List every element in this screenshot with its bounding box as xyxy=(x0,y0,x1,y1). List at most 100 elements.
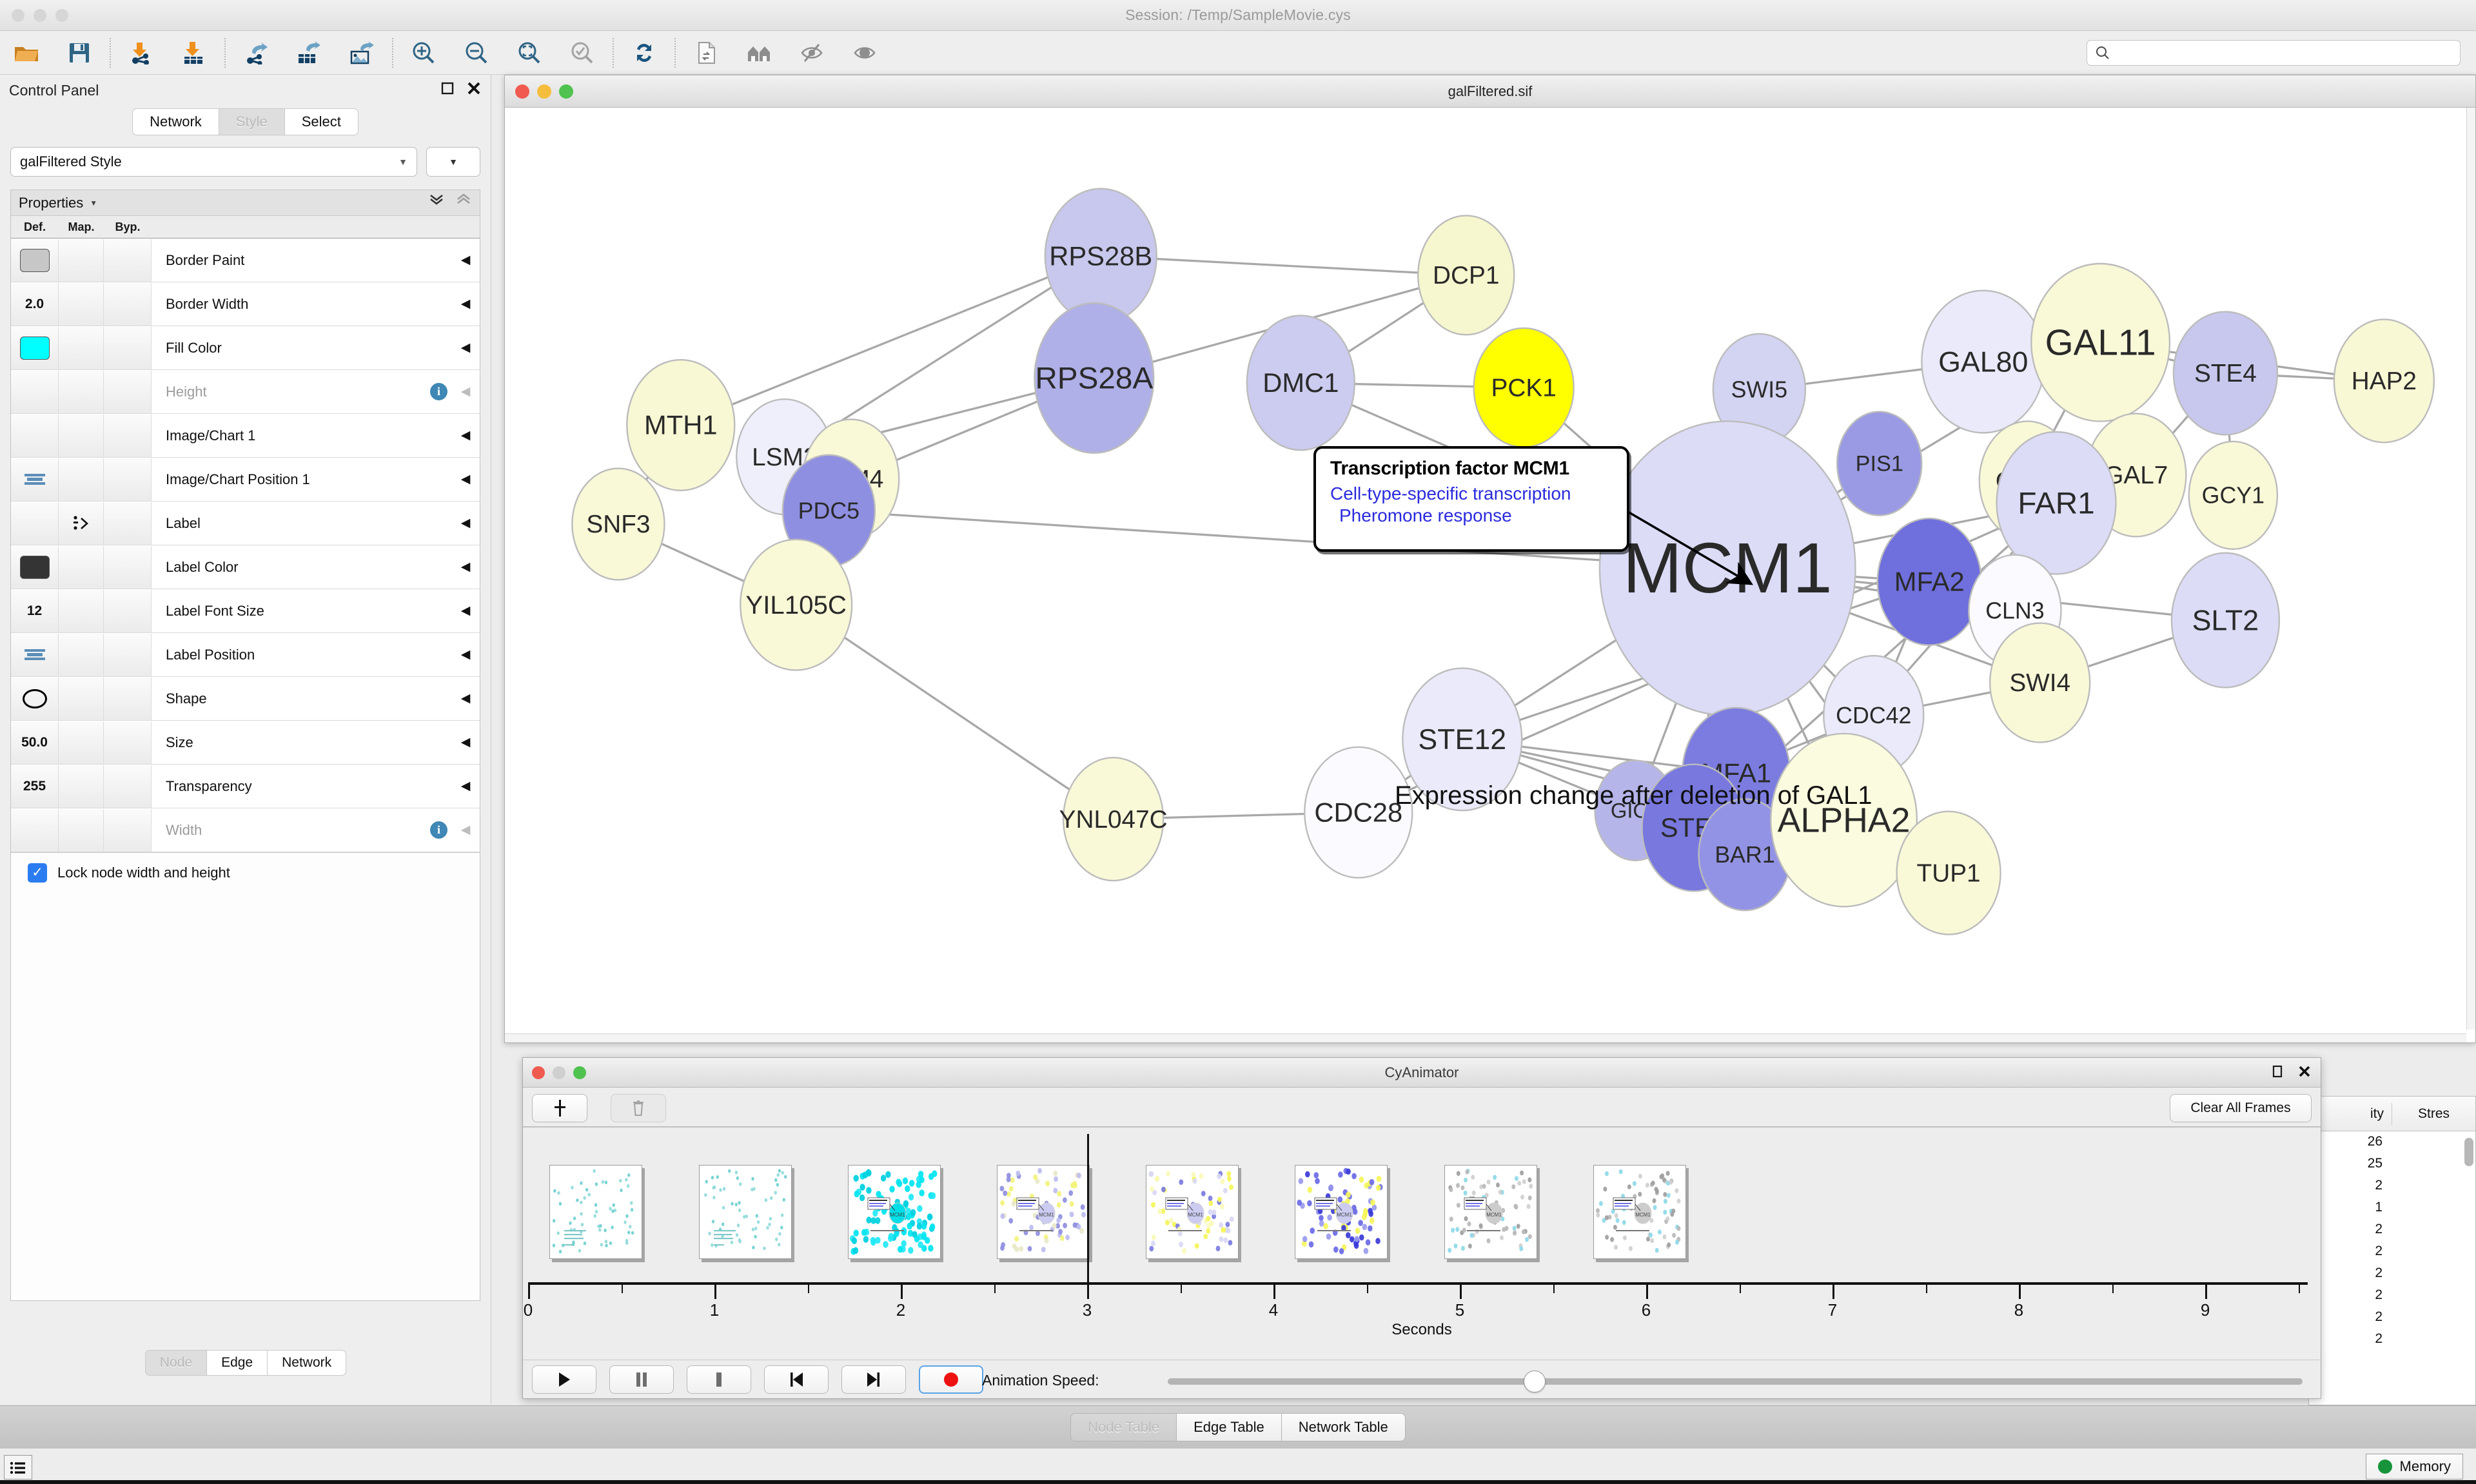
style-options-menu-button[interactable]: ▼ xyxy=(426,147,480,177)
network-node[interactable]: DMC1 xyxy=(1246,315,1355,451)
property-bypass-cell[interactable] xyxy=(104,370,152,413)
table-row[interactable]: 26 xyxy=(2309,1134,2475,1156)
network-node[interactable]: SNF3 xyxy=(571,467,665,581)
network-node[interactable]: STE4 xyxy=(2172,311,2279,436)
lock-checkbox[interactable]: ✓ xyxy=(28,863,47,883)
cp-tab-network[interactable]: Network xyxy=(268,1350,347,1376)
property-default-cell[interactable] xyxy=(11,545,59,589)
skip-end-button[interactable] xyxy=(841,1365,906,1394)
cp-tab-edge[interactable]: Edge xyxy=(207,1350,268,1376)
new-network-icon[interactable] xyxy=(680,33,732,73)
property-bypass-cell[interactable] xyxy=(104,414,152,457)
expand-property-arrow-icon[interactable]: ◀ xyxy=(460,736,471,749)
property-row[interactable]: Fill Color ◀ xyxy=(11,326,480,370)
property-mapping-cell[interactable] xyxy=(59,370,104,413)
network-node[interactable]: SWI4 xyxy=(1989,622,2091,743)
refresh-icon[interactable] xyxy=(618,33,671,73)
float-panel-icon[interactable] xyxy=(2272,1065,2284,1078)
network-node[interactable]: GCY1 xyxy=(2188,440,2279,550)
table-row[interactable]: 2 xyxy=(2309,1178,2475,1200)
property-mapping-cell[interactable] xyxy=(59,677,104,720)
property-default-cell[interactable]: 255 xyxy=(11,765,59,808)
tab-select[interactable]: Select xyxy=(284,108,359,135)
record-button[interactable] xyxy=(919,1365,983,1394)
property-mapping-cell[interactable] xyxy=(59,326,104,369)
expand-property-arrow-icon[interactable]: ◀ xyxy=(460,516,471,530)
timeline-playhead[interactable] xyxy=(1087,1134,1090,1284)
task-list-icon[interactable] xyxy=(4,1455,32,1479)
animation-frame[interactable]: MCM1 xyxy=(996,1165,1090,1259)
network-node[interactable]: RPS28A xyxy=(1034,302,1155,454)
property-bypass-cell[interactable] xyxy=(104,545,152,589)
network-node[interactable]: FAR1 xyxy=(1996,431,2117,575)
property-mapping-cell[interactable] xyxy=(59,239,104,282)
color-swatch[interactable] xyxy=(19,555,50,579)
expand-property-arrow-icon[interactable]: ◀ xyxy=(460,604,471,618)
property-default-cell[interactable] xyxy=(11,414,59,457)
cyanimator-timeline[interactable]: MCM1 MCM1 MCM1 MCM1 MCM1 MCM1 0 1 2 3 4 5 6 7 8 9 Seco… xyxy=(523,1128,2321,1338)
expand-property-arrow-icon[interactable]: ◀ xyxy=(460,253,471,267)
network-minimize-button[interactable] xyxy=(537,84,551,99)
destroy-network-icon[interactable] xyxy=(732,33,785,73)
property-row[interactable]: 2.0 Border Width ◀ xyxy=(11,282,480,326)
animation-speed-slider[interactable] xyxy=(1168,1378,2303,1385)
property-default-cell[interactable] xyxy=(11,326,59,369)
property-row[interactable]: Width i ◀ xyxy=(11,808,480,852)
show-all-icon[interactable] xyxy=(838,33,891,73)
expand-property-arrow-icon[interactable]: ◀ xyxy=(460,297,471,311)
color-swatch[interactable] xyxy=(19,248,50,272)
animation-frame[interactable]: MCM1 xyxy=(1295,1165,1388,1259)
table-row[interactable]: 1 xyxy=(2309,1200,2475,1222)
animation-frame[interactable]: MCM1 xyxy=(1444,1165,1537,1259)
expand-property-arrow-icon[interactable]: ◀ xyxy=(460,779,471,793)
property-mapping-cell[interactable] xyxy=(59,545,104,589)
animation-frame[interactable] xyxy=(698,1165,792,1259)
property-bypass-cell[interactable] xyxy=(104,239,152,282)
add-frame-button[interactable] xyxy=(532,1094,587,1122)
pause-button[interactable] xyxy=(609,1365,674,1394)
export-image-icon[interactable] xyxy=(335,33,388,73)
property-mapping-cell[interactable] xyxy=(59,633,104,676)
save-icon[interactable] xyxy=(53,33,106,73)
search-input[interactable] xyxy=(2116,46,2452,60)
property-default-cell[interactable] xyxy=(11,502,59,545)
expand-property-arrow-icon[interactable]: ◀ xyxy=(460,560,471,574)
network-node[interactable]: HAP2 xyxy=(2333,318,2435,444)
network-window-controls[interactable] xyxy=(515,84,573,99)
cyanimator-close-button[interactable] xyxy=(532,1066,545,1079)
memory-status-button[interactable]: Memory xyxy=(2365,1454,2463,1479)
property-bypass-cell[interactable] xyxy=(104,589,152,632)
property-default-cell[interactable]: 50.0 xyxy=(11,721,59,764)
close-icon[interactable] xyxy=(466,81,482,96)
property-row[interactable]: Image/Chart Position 1 ◀ xyxy=(11,458,480,502)
property-default-cell[interactable]: 2.0 xyxy=(11,282,59,326)
table-row[interactable]: 2 xyxy=(2309,1287,2475,1309)
delete-frame-button[interactable] xyxy=(611,1094,666,1122)
network-canvas[interactable]: RPS28B DCP1 RPS28A DMC1 PCK1 SWI5 GAL80 GAL11 ST… xyxy=(505,108,2475,1042)
column-header-stress[interactable]: Stres xyxy=(2417,1106,2450,1121)
expand-property-arrow-icon[interactable]: ◀ xyxy=(460,473,471,486)
property-row[interactable]: Border Paint ◀ xyxy=(11,239,480,282)
close-window-button[interactable] xyxy=(12,9,25,22)
expand-all-icon[interactable] xyxy=(428,193,445,206)
frame-strip[interactable]: MCM1 MCM1 MCM1 MCM1 MCM1 MCM1 xyxy=(523,1165,2321,1268)
close-icon[interactable] xyxy=(2297,1064,2312,1079)
network-node[interactable]: MFA2 xyxy=(1876,517,1982,647)
network-node[interactable]: SLT2 xyxy=(2170,552,2281,688)
animation-frame[interactable]: MCM1 xyxy=(1593,1165,1686,1259)
property-mapping-cell[interactable] xyxy=(59,414,104,457)
expand-property-arrow-icon[interactable]: ◀ xyxy=(460,823,471,837)
network-node[interactable]: ALPHA2 xyxy=(1770,732,1918,908)
network-close-button[interactable] xyxy=(515,84,529,99)
play-button[interactable] xyxy=(532,1365,596,1394)
cyanimator-window-controls[interactable] xyxy=(532,1066,586,1079)
window-controls[interactable] xyxy=(12,9,68,22)
property-mapping-cell[interactable] xyxy=(59,765,104,808)
network-node[interactable]: RPS28B xyxy=(1044,188,1157,324)
expand-property-arrow-icon[interactable]: ◀ xyxy=(460,385,471,398)
cyanimator-minimize-button[interactable] xyxy=(553,1066,565,1079)
network-node[interactable]: TUP1 xyxy=(1896,810,2001,935)
hide-selected-icon[interactable] xyxy=(785,33,838,73)
export-table-icon[interactable] xyxy=(282,33,335,73)
animation-frame[interactable]: MCM1 xyxy=(1146,1165,1239,1259)
